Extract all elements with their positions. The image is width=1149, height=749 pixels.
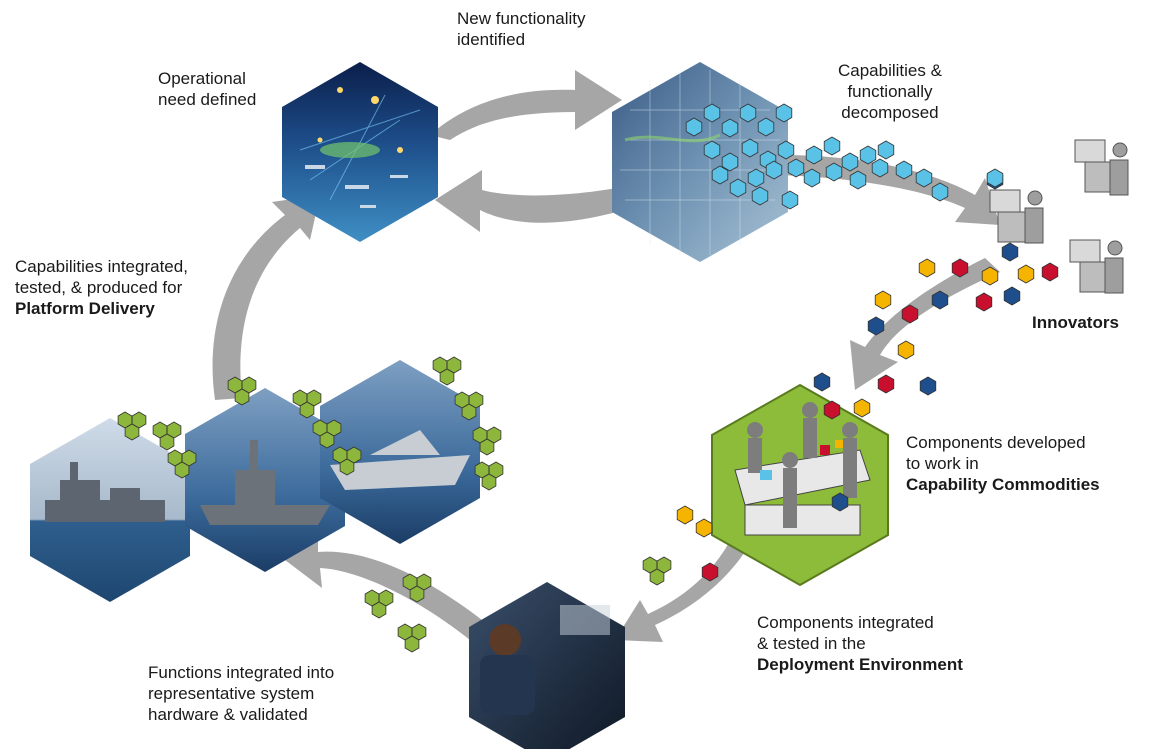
cyan-capability-hex xyxy=(781,190,799,210)
innovators-label: Innovators xyxy=(1032,313,1119,332)
green-capability-hex xyxy=(319,431,335,449)
navy-capability-hex xyxy=(831,492,849,512)
operational-scene-image xyxy=(282,62,438,242)
red-capability-hex xyxy=(901,304,919,324)
yellow-capability-hex xyxy=(981,266,999,286)
green-capability-hex xyxy=(479,438,495,456)
green-capability-hex xyxy=(404,635,420,653)
green-capability-hex xyxy=(481,473,497,491)
functions-integrated-label: Functions integrated into representative… xyxy=(148,663,335,724)
red-capability-hex xyxy=(975,292,993,312)
cyan-capability-hex xyxy=(721,152,739,172)
green-capability-hex xyxy=(439,368,455,386)
green-capability-hex xyxy=(124,423,140,441)
navy-capability-hex xyxy=(813,372,831,392)
yellow-capability-hex xyxy=(897,340,915,360)
green-capability-hex xyxy=(461,403,477,421)
yellow-capability-hex xyxy=(695,518,713,538)
cyan-capability-hex xyxy=(859,145,877,165)
navy-capability-hex xyxy=(919,376,937,396)
navy-capability-hex xyxy=(931,290,949,310)
red-capability-hex xyxy=(701,562,719,582)
red-capability-hex xyxy=(1041,262,1059,282)
cyan-capability-hex xyxy=(777,140,795,160)
cyan-capability-hex xyxy=(823,136,841,156)
cyan-capability-hex xyxy=(703,140,721,160)
cyan-capability-hex xyxy=(739,103,757,123)
cyan-capability-hex xyxy=(721,118,739,138)
cyan-capability-hex xyxy=(915,168,933,188)
cyan-capability-hex xyxy=(877,140,895,160)
ship-1-image xyxy=(30,418,190,602)
cyan-capability-hex xyxy=(729,178,747,198)
workbench-scene-image xyxy=(711,383,889,587)
yellow-capability-hex xyxy=(918,258,936,278)
cyan-capability-hex xyxy=(775,103,793,123)
green-capability-hex xyxy=(299,401,315,419)
cyan-capability-hex xyxy=(931,182,949,202)
capabilities-integrated-label: Capabilities integrated, tested, & produ… xyxy=(15,257,188,318)
green-capability-hex xyxy=(409,585,425,603)
cyan-capability-hex xyxy=(805,145,823,165)
red-capability-hex xyxy=(877,374,895,394)
cyan-capability-hex xyxy=(849,170,867,190)
red-capability-hex xyxy=(823,400,841,420)
cyan-capability-hex xyxy=(711,165,729,185)
navy-capability-hex xyxy=(1001,242,1019,262)
green-capability-hex xyxy=(159,433,175,451)
yellow-capability-hex xyxy=(1017,264,1035,284)
red-capability-hex xyxy=(951,258,969,278)
ship-2-image xyxy=(185,388,345,572)
capability-hex-tokens xyxy=(117,103,1059,653)
yellow-capability-hex xyxy=(853,398,871,418)
green-capability-hex xyxy=(371,601,387,619)
cyan-capability-hex xyxy=(871,158,889,178)
cyan-capability-hex xyxy=(825,162,843,182)
cyan-capability-hex xyxy=(841,152,859,172)
sailor-scene-image xyxy=(469,582,625,749)
cyan-capability-hex xyxy=(741,138,759,158)
navy-capability-hex xyxy=(1003,286,1021,306)
cyan-capability-hex xyxy=(986,168,1004,188)
cyan-capability-hex xyxy=(757,117,775,137)
green-capability-hex xyxy=(649,568,665,586)
cyan-capability-hex xyxy=(803,168,821,188)
cyan-capability-hex xyxy=(765,160,783,180)
cyan-capability-hex xyxy=(751,186,769,206)
cyan-capability-hex xyxy=(895,160,913,180)
new-functionality-label: New functionality identified xyxy=(457,9,586,49)
ship-3-image xyxy=(320,360,480,544)
capabilities-decomposed-label: Capabilities & functionally decomposed xyxy=(838,61,942,122)
components-developed-label: Components developed to work in Capabili… xyxy=(906,433,1100,494)
green-capability-hex xyxy=(234,388,250,406)
operational-need-label: Operational need defined xyxy=(158,69,257,109)
cyan-capability-hex xyxy=(703,103,721,123)
innovator-workstations xyxy=(989,139,1129,294)
yellow-capability-hex xyxy=(874,290,892,310)
cyan-capability-hex xyxy=(787,158,805,178)
navy-capability-hex xyxy=(867,316,885,336)
green-capability-hex xyxy=(174,461,190,479)
components-integrated-label: Components integrated & tested in the De… xyxy=(757,613,963,674)
cyan-capability-hex xyxy=(685,117,703,137)
green-capability-hex xyxy=(339,458,355,476)
yellow-capability-hex xyxy=(676,505,694,525)
cyan-capability-hex xyxy=(747,168,765,188)
